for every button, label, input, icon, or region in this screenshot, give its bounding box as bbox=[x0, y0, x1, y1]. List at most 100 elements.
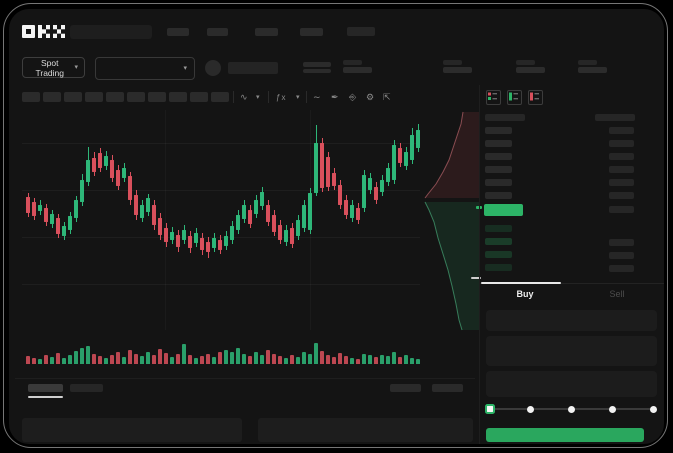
stat-value-placeholder bbox=[578, 67, 607, 73]
candle bbox=[290, 228, 294, 244]
volume-bar bbox=[182, 344, 186, 364]
volume-bar bbox=[344, 356, 348, 364]
timeframe-button-placeholder[interactable] bbox=[148, 92, 166, 102]
last-price-badge[interactable] bbox=[484, 204, 523, 216]
draw-icon[interactable]: ✒ bbox=[331, 92, 339, 102]
fullscreen-icon[interactable]: ⇱ bbox=[383, 92, 391, 102]
volume-bar bbox=[224, 350, 228, 364]
bid-price-placeholder[interactable] bbox=[485, 238, 512, 245]
volume-bar bbox=[140, 356, 144, 364]
slider-stop-dot[interactable] bbox=[527, 405, 534, 413]
buy-submit-button[interactable] bbox=[486, 428, 644, 442]
okx-logo[interactable] bbox=[22, 24, 66, 39]
tab-buy[interactable]: Buy bbox=[516, 289, 534, 299]
volume-bar bbox=[254, 352, 258, 364]
volume-bar bbox=[248, 356, 252, 364]
nav-item-placeholder[interactable] bbox=[207, 28, 228, 36]
total-input[interactable] bbox=[486, 371, 657, 397]
orders-tab-placeholder[interactable] bbox=[28, 384, 63, 392]
chevron-down-icon[interactable]: ▾ bbox=[256, 94, 260, 101]
volume-bar bbox=[368, 355, 372, 364]
timeframe-button-placeholder[interactable] bbox=[85, 92, 103, 102]
timeframe-button-placeholder[interactable] bbox=[64, 92, 82, 102]
candle bbox=[74, 200, 78, 218]
ask-price-placeholder[interactable] bbox=[485, 153, 512, 160]
indicators-icon[interactable]: ƒx bbox=[276, 92, 287, 102]
candle bbox=[230, 226, 234, 240]
tab-sell[interactable]: Sell bbox=[609, 289, 625, 299]
candle bbox=[86, 160, 90, 182]
chevron-down-icon[interactable]: ▾ bbox=[296, 94, 300, 101]
candle bbox=[62, 226, 66, 236]
volume-bar bbox=[44, 355, 48, 364]
volume-bar bbox=[68, 355, 72, 364]
slider-stop-dot[interactable] bbox=[609, 405, 616, 413]
volume-bar bbox=[356, 359, 360, 364]
bid-price-placeholder[interactable] bbox=[485, 225, 512, 232]
depth-chart[interactable] bbox=[424, 110, 480, 332]
line-icon[interactable]: ∼ bbox=[313, 92, 321, 102]
volume-bar bbox=[302, 352, 306, 364]
slider-stop-dot[interactable] bbox=[568, 405, 575, 413]
ask-price-placeholder[interactable] bbox=[485, 192, 512, 199]
book-both-icon[interactable] bbox=[486, 90, 501, 105]
chart-type-icon[interactable]: ∿ bbox=[240, 92, 248, 102]
volume-bar bbox=[290, 355, 294, 364]
panel-action-placeholder[interactable] bbox=[390, 384, 421, 392]
timeframe-button-placeholder[interactable] bbox=[190, 92, 208, 102]
history-tab-placeholder[interactable] bbox=[70, 384, 103, 392]
volume-bar bbox=[62, 358, 66, 364]
nav-item-placeholder[interactable] bbox=[167, 28, 189, 36]
candle bbox=[266, 205, 270, 222]
candle bbox=[272, 215, 276, 232]
candle bbox=[404, 152, 408, 166]
camera-icon[interactable]: ⎆ bbox=[349, 92, 357, 102]
panel-action-placeholder[interactable] bbox=[432, 384, 463, 392]
timeframe-button-placeholder[interactable] bbox=[22, 92, 40, 102]
candle bbox=[116, 170, 120, 186]
volume-bar bbox=[284, 358, 288, 364]
gridline bbox=[22, 284, 420, 285]
pair-selector[interactable]: ▾ bbox=[95, 57, 195, 80]
volume-bar bbox=[176, 354, 180, 364]
amount-input[interactable] bbox=[486, 336, 657, 366]
timeframe-button-placeholder[interactable] bbox=[106, 92, 124, 102]
slider-stop-dot[interactable] bbox=[650, 405, 657, 413]
toolbar-divider bbox=[306, 91, 307, 103]
timeframe-button-placeholder[interactable] bbox=[169, 92, 187, 102]
bid-price-placeholder[interactable] bbox=[485, 251, 512, 258]
candle bbox=[224, 236, 228, 246]
volume-bar bbox=[320, 351, 324, 364]
ask-amount-placeholder bbox=[609, 127, 634, 134]
nav-item-placeholder[interactable] bbox=[255, 28, 278, 36]
active-tab-indicator bbox=[481, 282, 561, 284]
price-input[interactable] bbox=[486, 310, 657, 331]
bid-price-placeholder[interactable] bbox=[485, 264, 512, 271]
ask-price-placeholder[interactable] bbox=[485, 127, 512, 134]
ask-price-placeholder[interactable] bbox=[485, 166, 512, 173]
timeframe-button-placeholder[interactable] bbox=[211, 92, 229, 102]
volume-bar bbox=[98, 356, 102, 364]
candle bbox=[362, 175, 366, 208]
candle bbox=[242, 205, 246, 219]
volume-bar bbox=[104, 358, 108, 364]
nav-item-placeholder[interactable] bbox=[300, 28, 323, 36]
ask-price-placeholder[interactable] bbox=[485, 179, 512, 186]
search-placeholder[interactable] bbox=[70, 25, 152, 39]
nav-item-placeholder[interactable] bbox=[347, 27, 375, 36]
timeframe-button-placeholder[interactable] bbox=[43, 92, 61, 102]
price-line-placeholder bbox=[303, 62, 331, 67]
market-type-selector[interactable]: Spot Trading ▾ bbox=[22, 57, 85, 78]
volume-bar bbox=[170, 357, 174, 364]
candle bbox=[386, 168, 390, 182]
candle bbox=[416, 130, 420, 148]
stat-label-placeholder bbox=[578, 60, 597, 65]
timeframe-button-placeholder[interactable] bbox=[127, 92, 145, 102]
volume-bar bbox=[362, 354, 366, 364]
volume-bar bbox=[416, 359, 420, 364]
settings-icon[interactable]: ⚙ bbox=[366, 92, 375, 102]
book-buy-icon[interactable] bbox=[507, 90, 522, 105]
slider-handle[interactable] bbox=[485, 404, 495, 414]
ask-price-placeholder[interactable] bbox=[485, 140, 512, 147]
book-sell-icon[interactable] bbox=[528, 90, 543, 105]
